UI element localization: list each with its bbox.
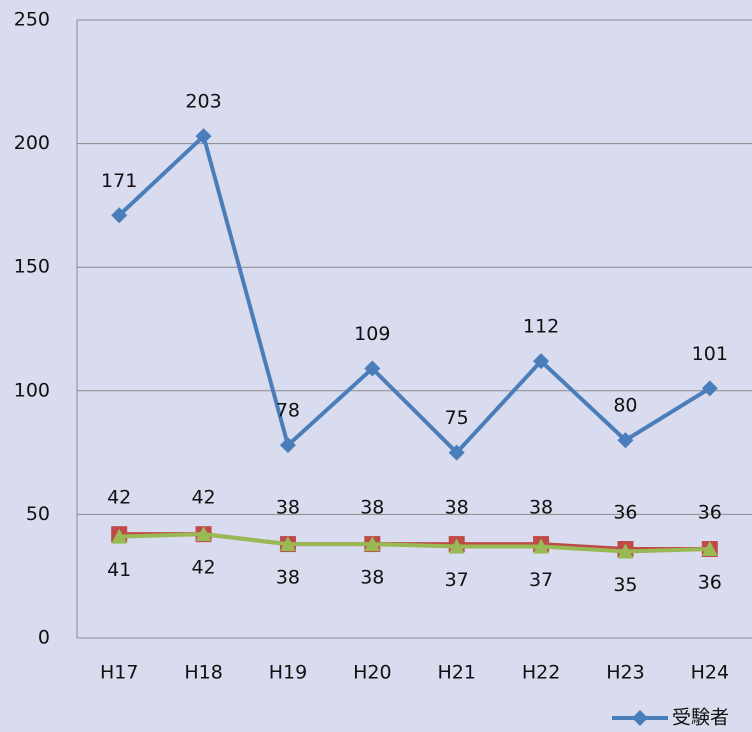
data-label: 42 [107,487,131,509]
y-tick-label: 150 [14,256,50,278]
data-label: 35 [613,574,637,596]
marker [111,528,128,544]
marker [279,437,296,454]
data-label: 38 [360,567,384,589]
marker [195,526,212,542]
data-label: 41 [107,559,131,581]
x-tick-label: H20 [353,662,391,684]
data-label: 78 [276,400,300,422]
marker [111,207,128,224]
data-label: 36 [698,572,722,594]
data-label: 38 [276,497,300,519]
y-tick-label: 0 [38,627,50,649]
data-label: 42 [191,557,215,579]
series-line [119,532,710,554]
x-tick-label: H24 [691,662,729,684]
y-tick-label: 250 [14,9,50,31]
marker [279,536,296,552]
data-label: 36 [698,502,722,524]
data-label: 38 [445,497,469,519]
data-label: 75 [445,407,469,429]
marker [448,538,465,554]
data-label: 42 [191,487,215,509]
data-label: 109 [354,323,390,345]
marker [632,710,648,726]
legend-label: 受験者 [672,707,729,729]
series-line [117,132,711,456]
marker [195,128,212,145]
data-label: 112 [523,316,559,338]
x-tick-label: H23 [606,662,644,684]
data-label: 80 [613,395,637,417]
marker [617,543,634,559]
x-tick-label: H17 [100,662,138,684]
data-label: 101 [692,343,728,365]
marker [701,541,718,557]
x-tick-label: H19 [269,662,307,684]
x-tick-label: H18 [184,662,222,684]
marker [533,538,550,554]
y-tick-label: 100 [14,379,50,401]
marker [364,360,381,377]
data-label: 203 [185,91,221,113]
x-tick-label: H22 [522,662,560,684]
data-label: 38 [360,497,384,519]
y-tick-label: 50 [26,503,50,525]
data-label: 38 [529,497,553,519]
marker [617,432,634,449]
data-label: 36 [613,502,637,524]
data-label: 171 [101,170,137,192]
data-label: 37 [529,569,553,591]
data-label: 37 [445,569,469,591]
marker [533,353,550,370]
marker [364,536,381,552]
data-label: 38 [276,567,300,589]
marker [701,380,718,397]
y-tick-label: 200 [14,132,50,154]
marker [448,444,465,461]
x-tick-label: H21 [437,662,475,684]
